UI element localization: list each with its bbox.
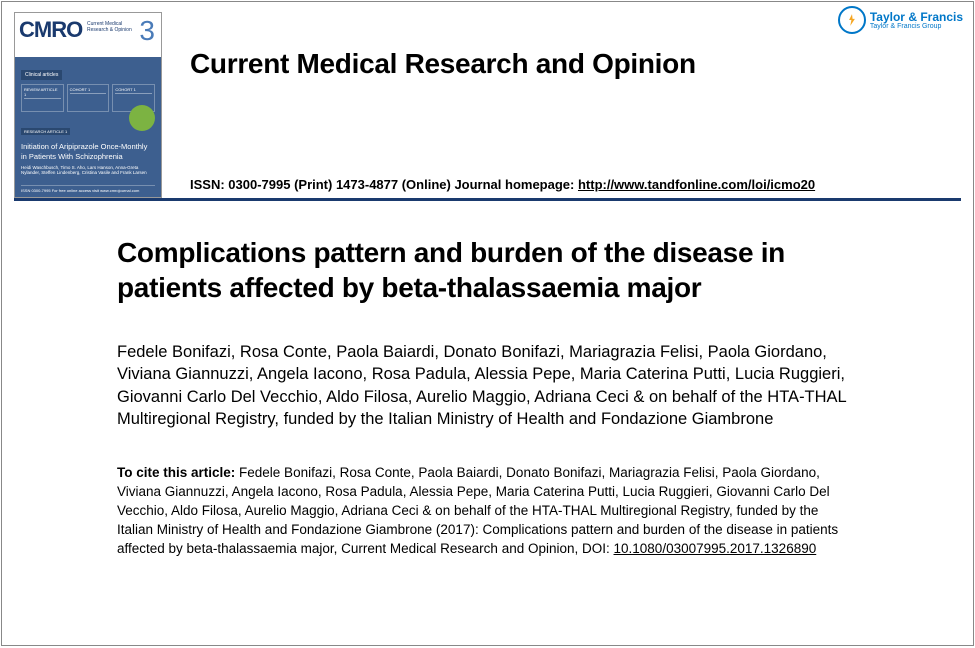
issn-text: ISSN: 0300-7995 (Print) 1473-4877 (Onlin…	[190, 177, 578, 192]
cover-logo: CMRO	[15, 13, 87, 57]
cover-top: CMRO Current Medical Research & Opinion …	[15, 13, 161, 57]
article-authors: Fedele Bonifazi, Rosa Conte, Paola Baiar…	[117, 341, 858, 430]
cover-issue-number: 3	[137, 13, 161, 57]
cover-footer: ISSN 0300-7995 For free online access vi…	[21, 185, 155, 193]
cover-col-3-label: COHORT 1	[115, 87, 152, 94]
journal-name: Current Medical Research and Opinion	[190, 48, 961, 80]
journal-homepage-link[interactable]: http://www.tandfonline.com/loi/icmo20	[578, 177, 815, 192]
cover-article-band: RESEARCH ARTICLE 1	[21, 128, 70, 135]
header-section: CMRO Current Medical Research & Opinion …	[2, 2, 973, 198]
cover-footer-text: ISSN 0300-7995 For free online access vi…	[21, 188, 155, 193]
header-right: Current Medical Research and Opinion ISS…	[162, 12, 961, 198]
cover-col-2: COHORT 1	[67, 84, 110, 112]
cover-article-title: Initiation of Aripiprazole Once-Monthly …	[21, 142, 155, 162]
cover-col-1-label: REVIEW ARTICLE 1	[24, 87, 61, 99]
citation-block: To cite this article: Fedele Bonifazi, R…	[117, 464, 858, 558]
cover-badge-icon	[129, 105, 155, 131]
citation-label: To cite this article:	[117, 465, 239, 480]
cover-article-authors: Heidi Waschbusch, Timo S. Aho, Lars Hans…	[21, 165, 155, 177]
article-body: Complications pattern and burden of the …	[2, 201, 973, 559]
cover-section-label: Clinical articles	[21, 70, 62, 80]
journal-cover-thumbnail: CMRO Current Medical Research & Opinion …	[14, 12, 162, 198]
cover-logo-subtitle: Current Medical Research & Opinion	[87, 13, 137, 57]
cover-col-2-label: COHORT 1	[70, 87, 107, 94]
page-container: Taylor & Francis Taylor & Francis Group …	[1, 1, 974, 646]
article-title: Complications pattern and burden of the …	[117, 235, 858, 305]
issn-line: ISSN: 0300-7995 (Print) 1473-4877 (Onlin…	[190, 177, 961, 192]
doi-link[interactable]: 10.1080/03007995.2017.1326890	[614, 541, 817, 556]
cover-body: Clinical articles REVIEW ARTICLE 1 COHOR…	[15, 57, 161, 197]
cover-col-1: REVIEW ARTICLE 1	[21, 84, 64, 112]
